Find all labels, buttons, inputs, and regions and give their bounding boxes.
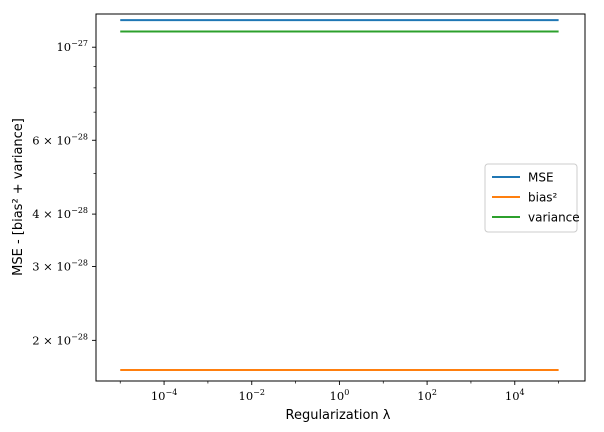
- legend-label-2: variance: [528, 211, 580, 225]
- plot-area: [120, 19, 559, 371]
- x-tick-label-3: 102: [417, 388, 437, 403]
- plot-frame: [95, 13, 586, 382]
- y-tick-label-3: 3 × 10−28: [32, 259, 88, 274]
- legend: MSE bias² variance: [484, 163, 580, 233]
- legend-box: [484, 163, 578, 233]
- x-tick-label-2: 100: [330, 388, 350, 403]
- x-tick-label-1: 10−2: [239, 388, 265, 403]
- legend-label-0: MSE: [528, 171, 554, 185]
- x-tick-label-0: 10−4: [151, 388, 177, 403]
- y-axis-label: MSE - [bias² + variance]: [11, 118, 26, 276]
- y-tick-label-0: 10−27: [56, 39, 88, 54]
- y-tick-label-2: 4 × 10−28: [32, 206, 88, 221]
- y-tick-label-1: 6 × 10−28: [32, 132, 88, 147]
- x-tick-label-4: 104: [505, 388, 525, 403]
- legend-label-1: bias²: [528, 191, 558, 205]
- y-tick-label-4: 2 × 10−28: [32, 332, 88, 347]
- x-axis-label: Regularization λ: [286, 408, 391, 423]
- axes: 10−4 10−2 100 102 104 10−27 6 × 10−28 4 × 10−28…: [32, 13, 586, 403]
